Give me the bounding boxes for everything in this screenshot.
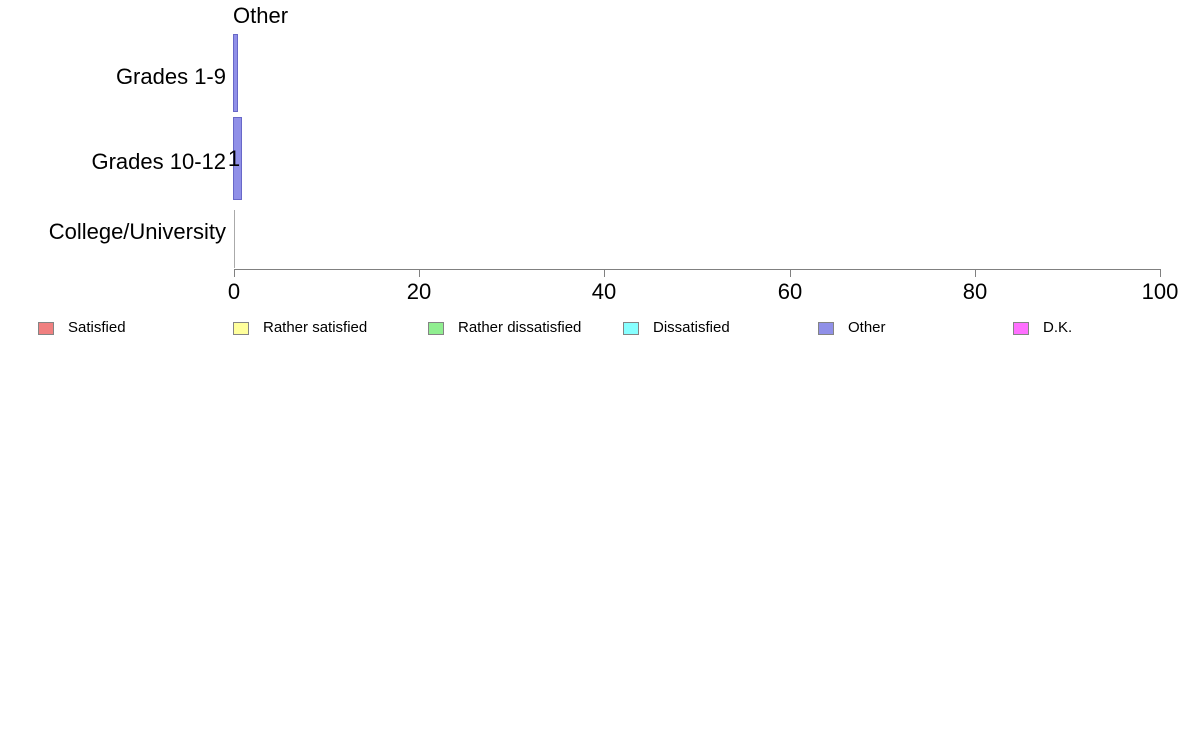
legend-label: Dissatisfied — [653, 319, 730, 336]
bar-value-label: 1 — [227, 145, 241, 171]
legend-label: Satisfied — [68, 319, 126, 336]
x-axis-tick-label: 0 — [227, 279, 241, 304]
legend-item: Rather dissatisfied — [428, 319, 623, 337]
legend-swatch-icon — [623, 321, 639, 335]
x-axis-tick — [790, 269, 791, 277]
x-axis-tick — [975, 269, 976, 277]
category-label: Grades 10-12 — [91, 149, 226, 174]
legend-item: Rather satisfied — [233, 319, 428, 337]
legend-swatch-icon — [38, 321, 54, 335]
legend-item: Satisfied — [38, 319, 233, 337]
legend-swatch-icon — [233, 321, 249, 335]
legend-item: Other — [818, 319, 1013, 337]
x-axis-tick — [1160, 269, 1161, 277]
bar-segment-other — [233, 117, 242, 200]
legend: Satisfied Rather satisfied Rather dissatis… — [38, 319, 1188, 337]
legend-swatch-icon — [428, 321, 444, 335]
x-axis-tick — [419, 269, 420, 277]
x-axis-tick-label: 100 — [1141, 279, 1179, 304]
x-axis-tick-label: 80 — [962, 279, 988, 304]
legend-swatch-icon — [1013, 321, 1029, 335]
zero-value-bar — [234, 210, 235, 268]
x-axis-tick — [604, 269, 605, 277]
x-axis-tick — [234, 269, 235, 277]
legend-label: Rather dissatisfied — [458, 319, 582, 336]
legend-swatch-icon — [818, 321, 834, 335]
category-label: Grades 1-9 — [115, 64, 226, 89]
x-axis-tick-label: 60 — [777, 279, 803, 304]
x-axis-tick-label: 20 — [406, 279, 432, 304]
legend-label: Other — [848, 319, 886, 336]
legend-item: D.K. — [1013, 319, 1188, 337]
legend-label: D.K. — [1043, 319, 1073, 336]
x-axis-tick-label: 40 — [591, 279, 617, 304]
legend-label: Rather satisfied — [263, 319, 368, 336]
bar-segment-other — [233, 34, 238, 112]
legend-item: Dissatisfied — [623, 319, 818, 337]
category-label: College/University — [48, 219, 226, 244]
chart-title: Other — [233, 3, 289, 28]
x-axis-line — [234, 269, 1161, 270]
